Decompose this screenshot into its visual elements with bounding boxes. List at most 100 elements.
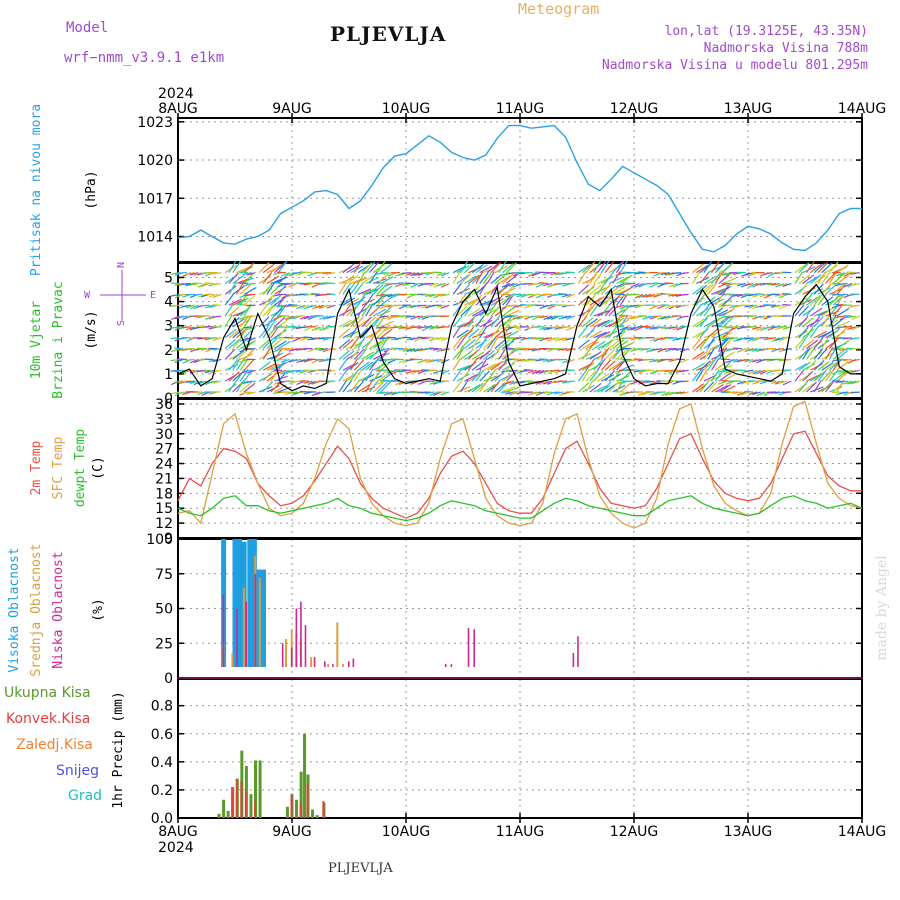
wind-arrow <box>204 369 214 374</box>
wind-arrow <box>692 285 704 295</box>
wind-arrow <box>228 282 237 295</box>
y-tick-label: 1023 <box>137 115 173 131</box>
wind-arrow <box>711 260 720 273</box>
wind-arrow <box>475 369 485 382</box>
cloud-mid-bar <box>336 622 339 667</box>
cloud-high-bar <box>237 539 243 667</box>
wind-arrow-field <box>170 260 860 397</box>
wind-arrow <box>850 337 860 340</box>
cloud-mid-bar <box>342 664 345 667</box>
wind-arrow <box>350 278 364 285</box>
wind-arrow <box>593 260 602 273</box>
wind-arrow <box>318 337 328 340</box>
wind-arrow <box>224 285 237 295</box>
wind-arrow <box>699 315 709 328</box>
wind-arrow <box>699 380 710 393</box>
wind-arrow <box>452 271 461 284</box>
wind-arrow <box>531 272 541 277</box>
wind-arrow <box>262 283 273 295</box>
wind-arrow <box>406 315 416 318</box>
wind-arrow <box>501 380 511 385</box>
wind-arrow <box>802 339 815 350</box>
wind-arrow <box>634 326 644 332</box>
wind-arrow <box>802 347 811 360</box>
wind-arrow <box>402 326 412 330</box>
wind-arrow <box>836 350 849 360</box>
wind-arrow <box>774 293 784 297</box>
wind-arrow <box>676 326 686 331</box>
wind-arrow <box>375 358 385 362</box>
cloud-low-label: Niska Oblacnost <box>51 551 66 668</box>
wind-arrow <box>692 337 702 349</box>
wind-arrow <box>729 293 739 296</box>
wind-arrow <box>413 272 423 277</box>
wind-arrow <box>699 368 709 382</box>
wind-arrow <box>224 348 236 360</box>
precip-total-bar <box>315 815 319 818</box>
wind-arrow <box>402 348 412 352</box>
wind-arrow <box>284 315 294 320</box>
wind-arrow <box>228 260 237 273</box>
wind-arrow <box>813 274 826 284</box>
wind-arrow <box>208 293 218 298</box>
wind-arrow <box>342 274 355 284</box>
wind-arrow <box>483 383 496 393</box>
wind-arrow <box>193 272 203 276</box>
wind-arrow <box>657 304 667 310</box>
wind-arrow <box>637 347 647 351</box>
wind-arrow <box>565 271 575 274</box>
wind-arrow <box>440 272 450 277</box>
wind-arrow <box>380 285 393 295</box>
wind-arrow <box>440 358 450 364</box>
wind-arrow <box>695 350 709 360</box>
wind-arrow <box>619 314 629 328</box>
wind-arrow <box>501 326 511 330</box>
wind-arrow <box>375 391 385 394</box>
wind-arrow <box>703 319 717 328</box>
wind-arrow <box>850 358 860 362</box>
x-tick-label-top: 8AUG <box>158 101 198 117</box>
cloud-mid-label: Srednja Oblacnost <box>29 543 44 676</box>
wind-arrow <box>710 357 720 371</box>
wind-arrow <box>486 296 500 306</box>
wind-arrow <box>284 304 294 308</box>
wind-arrow <box>406 272 416 276</box>
wind-arrow <box>266 296 279 306</box>
wind-arrow <box>369 380 379 393</box>
wind-arrow <box>809 326 819 339</box>
wind-arrow <box>828 261 839 274</box>
wind-arrow <box>452 358 461 371</box>
wind-arrow <box>539 315 549 319</box>
wind-arrow <box>578 264 591 274</box>
wind-arrow <box>429 293 439 298</box>
wind-arrow <box>527 369 537 374</box>
wind-arrow <box>505 293 515 298</box>
year-label-bottom: 2024 <box>158 840 194 856</box>
wind-arrow <box>319 315 328 320</box>
wind-arrow <box>732 391 742 395</box>
y-tick-label: 36 <box>155 397 173 413</box>
wind-arrow <box>740 293 750 299</box>
wind-arrow <box>243 262 255 274</box>
cloud-mid-bar <box>285 639 288 667</box>
wind-arrow <box>508 347 518 351</box>
wind-arrow <box>578 382 590 393</box>
wind-arrow <box>303 315 313 320</box>
x-tick-label-bottom: 8AUG <box>158 824 198 840</box>
wind-arrow <box>460 260 469 273</box>
cloud-low-bar <box>291 647 293 667</box>
precip-total-bar <box>217 813 221 818</box>
wind-arrow <box>832 273 844 284</box>
wind-arrow <box>817 262 829 274</box>
wind-arrow <box>542 337 553 340</box>
wind-arrow <box>467 308 481 317</box>
wind-arrow <box>243 295 255 306</box>
wind-arrow <box>498 319 511 328</box>
wind-arrow <box>326 282 336 285</box>
wind-arrow <box>292 326 302 329</box>
wind-arrow <box>242 272 252 276</box>
cloud-low-bar <box>332 664 334 667</box>
wind-arrow <box>413 348 423 352</box>
wind-arrow <box>354 277 368 285</box>
wind-arrow <box>178 315 188 319</box>
